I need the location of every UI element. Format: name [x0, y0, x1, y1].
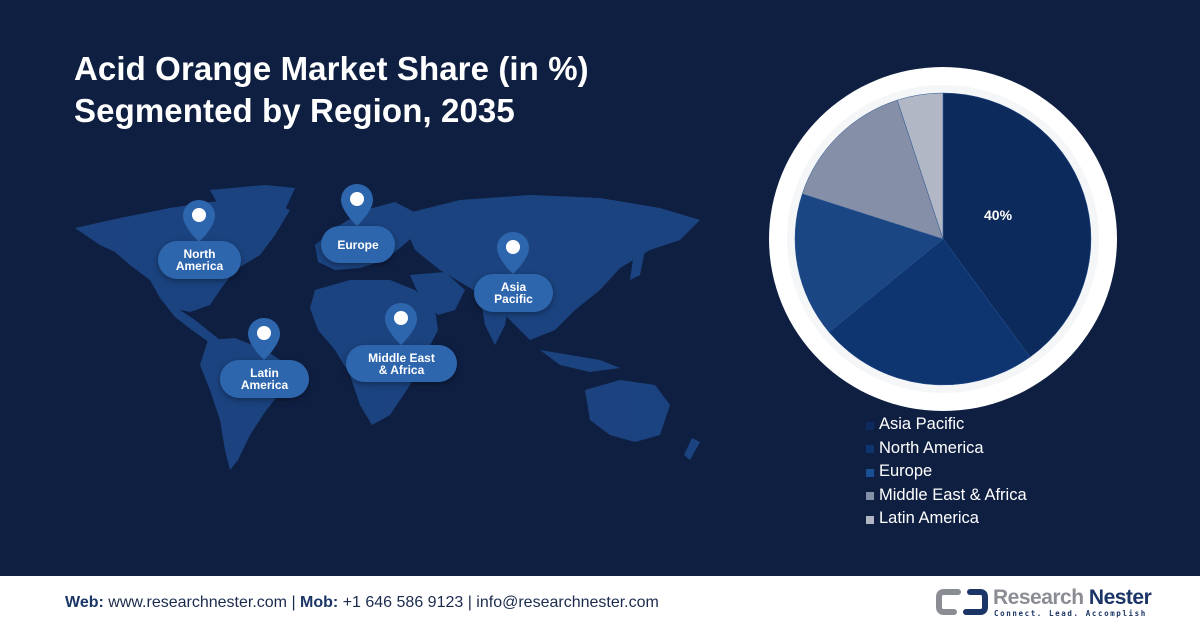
region-bubble-asia-pacific: Asia Pacific: [474, 274, 553, 312]
legend-swatch: [866, 492, 874, 501]
legend-label: North America: [879, 438, 984, 457]
legend-swatch: [866, 421, 874, 430]
title-line-1: Acid Orange Market Share (in %): [74, 50, 589, 87]
infographic: Acid Orange Market Share (in %) Segmente…: [74, 48, 1117, 531]
legend-label: Middle East & Africa: [879, 485, 1027, 504]
region-bubble-north-america: North America: [158, 241, 241, 279]
logo-name-part: Research: [993, 586, 1089, 609]
map-pin-icon: [497, 232, 529, 274]
region-label: & Africa: [378, 362, 425, 377]
research-nester-logo: Research Nester Connect. Lead. Accomplis…: [936, 584, 1152, 620]
region-bubble-latin-america: Latin America: [220, 360, 309, 398]
region-label: America: [240, 378, 289, 392]
title-line-2: Segmented by Region, 2035: [74, 92, 515, 129]
pie-slice-middle-east-africa: [801, 99, 944, 240]
legend-swatch: [866, 468, 874, 477]
region-label: America: [175, 259, 224, 273]
legend-label: Europe: [879, 462, 933, 481]
region-label: North: [183, 247, 216, 261]
logo-name-part: Nester: [1088, 586, 1152, 609]
pie-slice-asia-pacific: [942, 92, 1092, 358]
legend-label: Latin America: [879, 509, 979, 528]
legend-item-europe: Europe: [866, 460, 1027, 484]
pie-chart: [769, 67, 1117, 411]
pie-slice-europe: [794, 193, 944, 333]
pie-slice-label: 40%: [984, 207, 1013, 223]
web-value: www.researchnester.com |: [103, 594, 301, 611]
map-pin-icon: [341, 184, 373, 226]
chart-legend: Asia Pacific North America Europe Middle…: [866, 413, 1027, 531]
map-pin-icon: [183, 200, 215, 242]
pie-slices: [794, 92, 1092, 386]
contact-info: Web: www.researchnester.com | Mob: +1 64…: [65, 594, 659, 612]
region-label: Latin: [250, 366, 279, 380]
region-bubble-europe: Europe: [321, 226, 395, 263]
map-pin-icon: [385, 303, 417, 345]
logo-mark-icon: [936, 589, 988, 615]
region-label: Pacific: [494, 292, 533, 306]
legend-item-latin-america: Latin America: [866, 507, 1027, 531]
legend-item-north-america: North America: [866, 437, 1027, 461]
region-label: Europe: [337, 237, 379, 252]
web-label: Web:: [65, 594, 104, 611]
map-pin-icon: [248, 318, 280, 360]
chart-title: Acid Orange Market Share (in %) Segmente…: [74, 48, 589, 132]
mob-label: Mob:: [300, 594, 339, 611]
region-bubble-middle-east-africa: Middle East & Africa: [346, 345, 457, 382]
region-label: Asia: [500, 280, 527, 294]
legend-item-middle-east-africa: Middle East & Africa: [866, 484, 1027, 508]
pie-slice-latin-america: [896, 92, 944, 240]
legend-item-asia-pacific: Asia Pacific: [866, 413, 1027, 437]
region-label: Middle East: [368, 350, 435, 365]
logo-name: Research Nester: [993, 586, 1152, 610]
pie-slice-north-america: [828, 238, 1031, 386]
footer: Web: www.researchnester.com | Mob: +1 64…: [0, 576, 1200, 628]
legend-swatch: [866, 515, 874, 524]
legend-swatch: [866, 445, 874, 454]
legend-label: Asia Pacific: [879, 415, 965, 434]
logo-tagline: Connect. Lead. Accomplish: [994, 609, 1147, 618]
mob-value: +1 646 586 9123 | info@researchnester.co…: [338, 594, 659, 611]
